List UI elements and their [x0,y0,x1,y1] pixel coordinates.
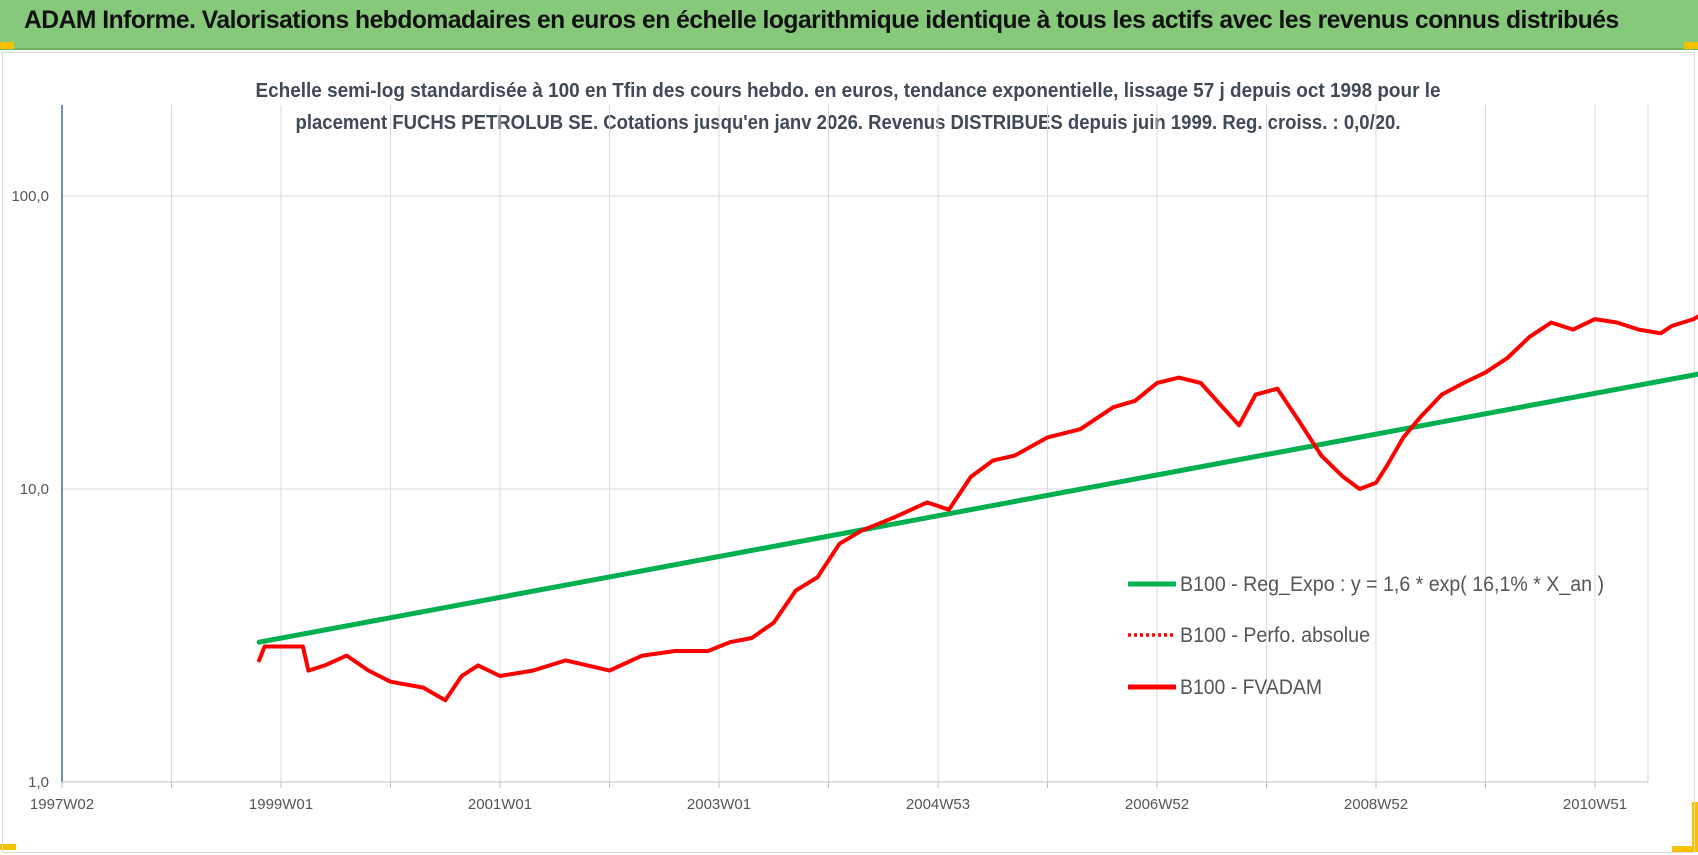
grid-lines [62,105,1649,782]
corner-marker-bottom-right-v [1692,802,1698,852]
chart-frame [2,52,1695,853]
x-tick-label: 2008W52 [1344,796,1408,813]
legend-label-fvadam: B100 - FVADAM [1180,676,1322,699]
x-tick-label: 2010W51 [1563,796,1627,813]
y-tick-label: 1,0 [28,774,49,791]
y-tick-label: 10,0 [20,481,49,498]
corner-marker-bottom-left [0,844,16,850]
x-tick-label: 2006W52 [1125,796,1189,813]
x-tick-label: 2003W01 [687,796,751,813]
y-tick-label: 100,0 [11,188,49,205]
chart-subtitle-line-2: placement FUCHS PETROLUB SE. Cotations j… [296,112,1401,134]
corner-marker-top-right [1684,42,1698,49]
legend-label-regression: B100 - Reg_Expo : y = 1,6 * exp( 16,1% *… [1180,573,1604,596]
series-line-regression [256,371,1698,645]
chart-subtitle-line-1: Echelle semi-log standardisée à 100 en T… [256,80,1441,102]
x-tick-label: 1997W02 [30,796,94,813]
x-tick-label: 1999W01 [249,796,313,813]
axis-ticks: 1997W02 1999W01 2001W01 2003W01 2004W53 2006W… [11,188,1627,813]
corner-marker-bottom-right-h [1672,846,1698,852]
series-lines [256,314,1698,703]
report-title: ADAM Informe. Valorisations hebdomadaire… [24,6,1619,34]
legend-label-perfo-absolue: B100 - Perfo. absolue [1180,624,1370,647]
x-tick-label: 2004W53 [906,796,970,813]
legend: B100 - Reg_Expo : y = 1,6 * exp( 16,1% *… [1128,573,1604,699]
x-tick-label: 2001W01 [468,796,532,813]
header-banner: ADAM Informe. Valorisations hebdomadaire… [0,0,1698,50]
series-line-fvadam [257,314,1698,703]
corner-marker-top-left [0,42,14,49]
